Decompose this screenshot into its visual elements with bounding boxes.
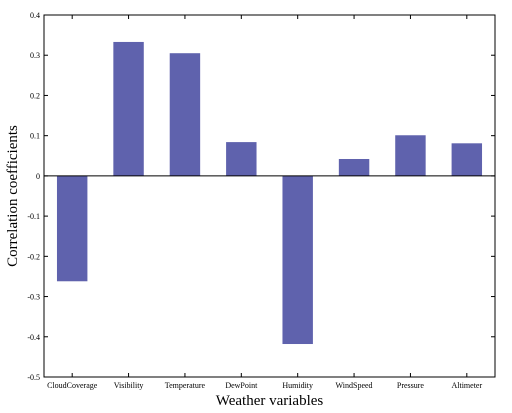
- bar-humidity: [282, 175, 313, 345]
- x-tick-label: Temperature: [165, 381, 206, 390]
- bar-pressure: [395, 135, 426, 176]
- bar-temperature: [169, 53, 201, 176]
- y-ticks-group: 0.4 0.3 0.2 0.1 0 -0.1 -0.2 -0.3 -0.4 -0.5: [27, 11, 495, 382]
- y-tick-label: 0.1: [30, 132, 40, 141]
- bar-visibility: [113, 41, 144, 176]
- bar-dewpoint: [226, 142, 257, 176]
- y-tick-label: 0: [36, 172, 40, 181]
- y-tick-label: -0.3: [27, 293, 40, 302]
- x-tick-label: WindSpeed: [336, 381, 373, 390]
- x-ticks-group: CloudCoverage Visibility Temperature DewPoi…: [47, 15, 482, 390]
- plot-frame: [43, 14, 496, 378]
- y-tick-label: -0.5: [27, 373, 40, 382]
- x-tick-label: Pressure: [397, 381, 425, 390]
- x-tick-label: Visibility: [114, 381, 144, 390]
- x-axis-label: Weather variables: [216, 393, 324, 409]
- x-tick-label: CloudCoverage: [47, 381, 98, 390]
- y-tick-label: -0.1: [27, 212, 40, 221]
- y-tick-label: -0.2: [27, 252, 40, 261]
- y-axis-label: Correlation coefficients: [5, 125, 21, 267]
- x-tick-label: Humidity: [282, 381, 313, 390]
- y-tick-label: 0.4: [30, 11, 40, 20]
- bar-windspeed: [338, 158, 370, 176]
- x-tick-label: DewPoint: [225, 381, 258, 390]
- y-tick-label: 0.3: [30, 51, 40, 60]
- bar-altimeter: [451, 143, 483, 176]
- y-tick-label: 0.2: [30, 91, 40, 100]
- bar-cloudcoverage: [56, 175, 88, 282]
- bars-group: [56, 41, 483, 345]
- y-tick-label: -0.4: [27, 333, 40, 342]
- x-tick-label: Altimeter: [451, 381, 482, 390]
